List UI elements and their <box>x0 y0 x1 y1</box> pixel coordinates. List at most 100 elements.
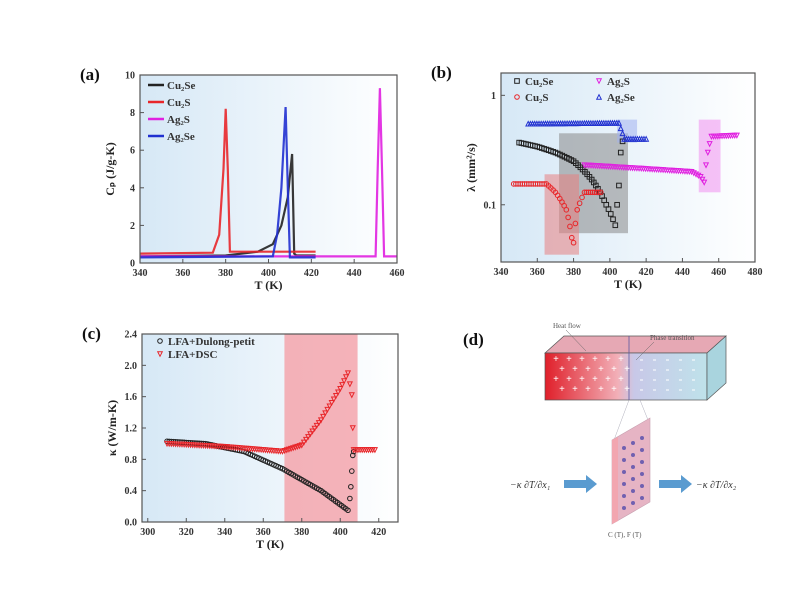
data-point <box>371 447 379 454</box>
legend-marker <box>156 351 164 358</box>
y-tick-label: 6 <box>130 146 135 157</box>
block-side-face <box>706 335 727 401</box>
data-point <box>570 239 577 246</box>
data-point <box>597 189 604 196</box>
panel-label: (b) <box>431 63 452 82</box>
heat-flow-label: Heat flow <box>553 322 582 330</box>
data-point <box>733 132 740 139</box>
interface-particles <box>622 436 644 510</box>
data-point <box>347 495 353 502</box>
legend-label: LFA+DSC <box>168 349 218 361</box>
data-point <box>339 382 346 389</box>
data-point <box>311 425 318 432</box>
y-axis-label: λ (mm²/s) <box>464 143 478 191</box>
plot-area <box>140 75 397 263</box>
series-points-1 <box>163 370 379 455</box>
legend-label: Ag₂S <box>607 76 630 88</box>
flux-out-arrow <box>659 475 692 493</box>
x-tick-label: 340 <box>133 268 148 279</box>
legend: Cu₂Se Cu₂S Ag₂S Ag₂Se <box>514 76 635 104</box>
x-tick-label: 420 <box>371 527 386 538</box>
data-point <box>617 124 624 132</box>
legend-marker <box>157 338 163 344</box>
data-point <box>322 410 329 417</box>
y-tick-label: 10 <box>125 71 135 82</box>
data-point <box>614 201 620 208</box>
legend-label: Cu₂S <box>525 92 548 104</box>
legend-label: Ag₂Se <box>167 131 195 143</box>
data-point <box>342 374 350 381</box>
data-point <box>335 389 342 396</box>
data-point <box>346 381 353 388</box>
data-point <box>332 392 340 400</box>
x-tick-label: 400 <box>261 268 276 279</box>
heat-carrier-icon: + <box>572 384 578 395</box>
legend-label: Cu₂S <box>167 97 190 109</box>
data-point <box>706 141 713 148</box>
interface-label: C (T), F (T) <box>608 531 642 539</box>
series-points-3 <box>525 119 650 142</box>
x-tick-label: 300 <box>140 527 155 538</box>
data-point <box>581 189 588 196</box>
data-point <box>313 422 320 430</box>
x-tick-label: 380 <box>294 527 309 538</box>
particle-dot <box>640 448 644 452</box>
x-axis-label: T (K) <box>256 537 284 551</box>
x-tick-label: 440 <box>347 268 362 279</box>
data-point <box>583 189 590 196</box>
heat-carrier-icon: + <box>592 374 598 385</box>
data-point <box>349 452 356 459</box>
data-point <box>328 399 335 407</box>
legend: Cu₂Se Cu₂S Ag₂S Ag₂Se <box>148 80 195 143</box>
phase-transition-label: Phase transition <box>650 334 695 342</box>
data-point <box>349 425 356 432</box>
x-tick-label: 400 <box>333 527 348 538</box>
x-tick-label: 340 <box>217 527 232 538</box>
projection-line <box>613 399 630 441</box>
data-point <box>585 189 592 196</box>
data-point <box>688 169 695 176</box>
data-point <box>607 211 614 217</box>
data-point <box>340 378 348 385</box>
x-tick-label: 400 <box>602 267 617 278</box>
heat-carrier-icon: + <box>566 374 572 385</box>
legend-label: LFA+Dulong-petit <box>168 336 255 348</box>
heat-carrier-icon: + <box>592 354 598 365</box>
heat-carrier-icon: + <box>618 354 624 365</box>
data-point <box>587 189 594 196</box>
heat-carrier-icon: + <box>624 384 630 395</box>
data-point <box>568 234 575 241</box>
x-tick-label: 460 <box>390 268 405 279</box>
block-front-face <box>544 352 708 401</box>
data-point <box>690 170 697 177</box>
x-tick-label: 320 <box>179 527 194 538</box>
interface-slab-edge <box>612 437 618 524</box>
series-line-0 <box>139 153 316 258</box>
data-point <box>302 436 310 444</box>
data-point <box>616 182 622 189</box>
particle-dot <box>631 453 635 457</box>
y-tick-label: 0.0 <box>125 518 138 529</box>
data-point <box>337 386 344 393</box>
data-point <box>704 149 711 156</box>
heat-carrier-icon: + <box>579 354 585 365</box>
data-point <box>612 222 619 229</box>
y-tick-label: 0.1 <box>484 200 497 211</box>
data-point <box>541 181 547 187</box>
data-point <box>305 434 312 441</box>
data-point <box>344 370 352 377</box>
flux-in-formula: −κ ∂T/∂x₁ <box>510 480 550 491</box>
data-point <box>619 129 626 137</box>
particle-dot <box>631 441 635 445</box>
legend-marker <box>514 94 520 100</box>
data-point <box>324 406 331 414</box>
y-axis-label: κ (W/m-K) <box>105 400 119 456</box>
y-axis-label: Cₚ (J/g-K) <box>103 142 117 195</box>
data-point <box>317 417 325 424</box>
flux-in-arrow <box>564 475 597 493</box>
y-tick-label: 2.0 <box>125 361 138 372</box>
data-point <box>565 214 571 221</box>
heat-carrier-icon: + <box>559 384 565 395</box>
data-point <box>591 189 598 196</box>
